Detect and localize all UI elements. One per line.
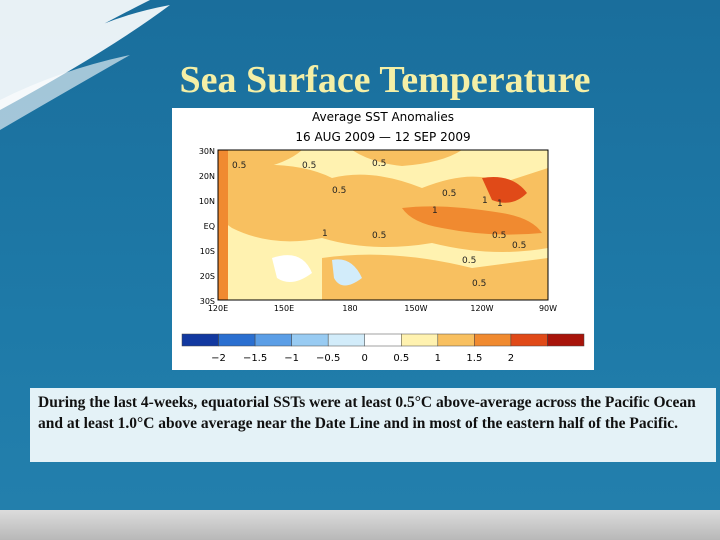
- map-frame: [217, 149, 549, 301]
- contour-label: 1: [482, 196, 488, 206]
- field: [218, 150, 228, 300]
- colorbar-label: 2: [508, 353, 514, 364]
- colorbar-swatch: [437, 333, 475, 347]
- contour-label: 0.5: [472, 279, 486, 289]
- lon-label: 120W: [470, 304, 493, 313]
- lat-label: 10N: [199, 197, 215, 206]
- field: [402, 206, 542, 235]
- lon-label: 90W: [539, 304, 557, 313]
- contour-label: 1: [432, 206, 438, 216]
- contour-label: 0.5: [442, 189, 456, 199]
- map-title: Average SST Anomalies: [312, 110, 454, 124]
- contour-label: 0.5: [302, 161, 316, 171]
- swoosh: [0, 55, 130, 130]
- lon-label: 150E: [274, 304, 294, 313]
- contour-label: 1: [497, 199, 503, 209]
- body-text: During the last 4-weeks, equatorial SSTs…: [30, 388, 716, 462]
- colorbar-label: −0.5: [316, 353, 340, 364]
- colorbar-swatch: [364, 333, 402, 347]
- footer-bar: [0, 510, 720, 540]
- field: [272, 255, 312, 282]
- colorbar-swatch: [401, 333, 439, 347]
- colorbar-label: −1.5: [243, 353, 267, 364]
- colorbar-label: −2: [211, 353, 226, 364]
- lat-label: 20S: [200, 272, 215, 281]
- contour-label: 0.5: [462, 256, 476, 266]
- map-period: 16 AUG 2009 — 12 SEP 2009: [295, 130, 470, 144]
- contour-label: 0.5: [232, 161, 246, 171]
- lon-label: 150W: [404, 304, 427, 313]
- field: [218, 150, 302, 178]
- lon-label: 120E: [208, 304, 228, 313]
- colorbar-label: 1: [435, 353, 441, 364]
- contour-label: 1: [322, 229, 328, 239]
- lon-label: 180: [342, 304, 357, 313]
- colorbar-swatch: [510, 333, 548, 347]
- lat-label: 30N: [199, 147, 215, 156]
- contour-label: 0.5: [372, 159, 386, 169]
- field: [482, 177, 527, 203]
- map-field: [217, 149, 549, 301]
- field: [332, 259, 362, 286]
- colorbar-swatch: [254, 333, 292, 347]
- colorbar-swatch: [474, 333, 512, 347]
- colorbar-swatch: [547, 333, 585, 347]
- contour-label: 0.5: [492, 231, 506, 241]
- lat-label: 30S: [200, 297, 215, 306]
- contour-label: 0.5: [332, 186, 346, 196]
- sst-map: Average SST Anomalies 16 AUG 2009 — 12 S…: [172, 108, 594, 370]
- contour-label: 0.5: [512, 241, 526, 251]
- colorbar-swatch: [181, 333, 219, 347]
- colorbar-label: −1: [284, 353, 299, 364]
- field: [352, 150, 462, 166]
- lat-label: 20N: [199, 172, 215, 181]
- slide-title: Sea Surface Temperature: [179, 59, 591, 101]
- lat-label: EQ: [204, 222, 215, 231]
- colorbar-swatch: [291, 333, 329, 347]
- lat-label: 10S: [200, 247, 215, 256]
- contour-label: 0.5: [372, 231, 386, 241]
- colorbar-label: 1.5: [466, 353, 482, 364]
- field: [322, 254, 548, 300]
- colorbar-label: 0.5: [393, 353, 409, 364]
- colorbar-swatch: [218, 333, 256, 347]
- colorbar-swatch: [327, 333, 365, 347]
- colorbar-label: 0: [362, 353, 368, 364]
